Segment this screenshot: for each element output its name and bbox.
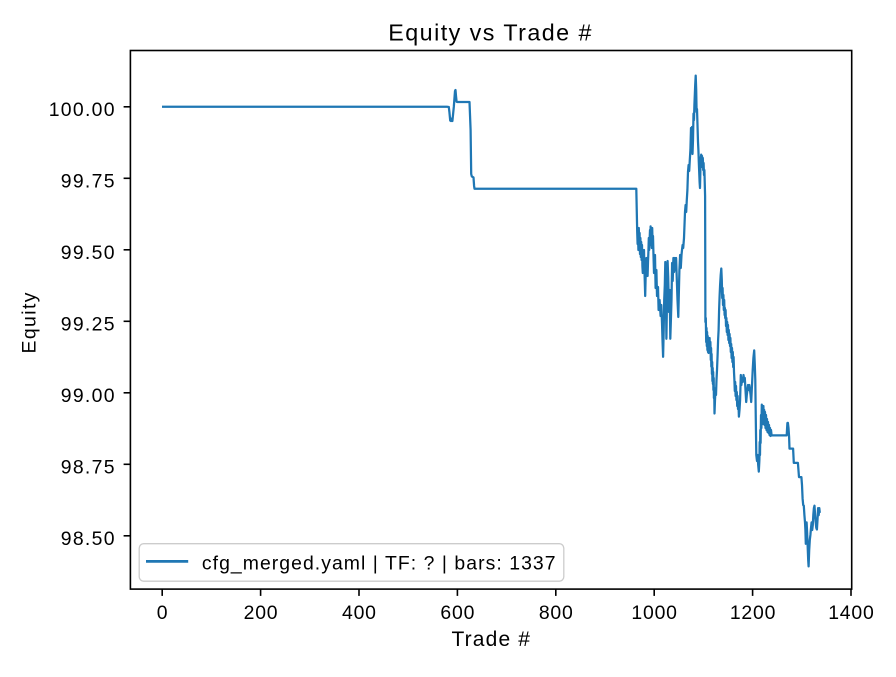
- svg-text:98.75: 98.75: [61, 457, 116, 479]
- svg-text:99.50: 99.50: [61, 242, 116, 264]
- svg-text:Trade #: Trade #: [451, 628, 531, 651]
- svg-text:400: 400: [342, 602, 377, 624]
- svg-text:1400: 1400: [828, 602, 874, 624]
- svg-text:1200: 1200: [730, 602, 776, 624]
- svg-text:99.00: 99.00: [61, 385, 116, 407]
- svg-text:Equity vs Trade #: Equity vs Trade #: [388, 20, 593, 46]
- svg-text:1000: 1000: [631, 602, 677, 624]
- svg-text:99.25: 99.25: [61, 314, 116, 336]
- svg-text:cfg_merged.yaml | TF: ? | bars: cfg_merged.yaml | TF: ? | bars: 1337: [202, 553, 557, 575]
- svg-text:200: 200: [244, 602, 279, 624]
- svg-text:99.75: 99.75: [61, 171, 116, 193]
- svg-text:800: 800: [539, 602, 574, 624]
- svg-text:98.50: 98.50: [61, 528, 116, 550]
- svg-text:100.00: 100.00: [49, 99, 116, 121]
- svg-text:Equity: Equity: [19, 291, 41, 353]
- svg-text:600: 600: [440, 602, 475, 624]
- svg-text:0: 0: [157, 602, 169, 624]
